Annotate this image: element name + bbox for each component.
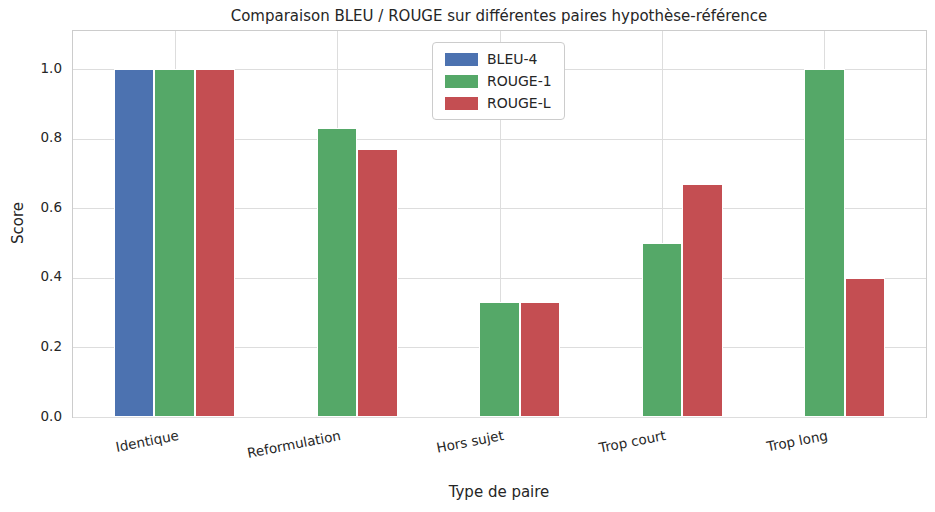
bar-rouge-l-identique (195, 69, 236, 417)
legend-label: ROUGE-1 (487, 73, 552, 89)
legend-label: ROUGE-L (487, 95, 551, 111)
legend: BLEU-4 ROUGE-1 ROUGE-L (432, 42, 565, 120)
bar-rouge-1-hors-sujet (479, 302, 520, 417)
legend-item-rouge-l: ROUGE-L (445, 95, 552, 111)
gridline-horizontal (73, 417, 926, 418)
legend-item-rouge-1: ROUGE-1 (445, 73, 552, 89)
y-tick-label: 0.2 (16, 338, 62, 355)
chart-title: Comparaison BLEU / ROUGE sur différentes… (231, 7, 768, 25)
x-tick-label: Hors sujet (335, 427, 505, 475)
bar-bleu-4-identique (114, 69, 155, 417)
x-tick-label: Trop court (497, 427, 667, 475)
bar-rouge-l-trop-court (682, 184, 723, 417)
y-tick-label: 0.8 (16, 129, 62, 146)
legend-swatch-icon (445, 97, 478, 110)
bar-rouge-l-reformulation (357, 149, 398, 417)
figure: Comparaison BLEU / ROUGE sur différentes… (0, 0, 935, 512)
bar-rouge-1-identique (154, 69, 195, 417)
bar-rouge-1-trop-long (804, 69, 845, 417)
y-tick-label: 1.0 (16, 60, 62, 77)
y-tick-label: 0.0 (16, 408, 62, 425)
x-axis-label: Type de paire (449, 483, 550, 501)
bar-rouge-1-reformulation (317, 128, 358, 417)
x-tick-label: Identique (10, 427, 180, 475)
x-tick-label: Reformulation (172, 427, 342, 475)
legend-swatch-icon (445, 75, 478, 88)
legend-swatch-icon (445, 53, 478, 66)
y-tick-label: 0.4 (16, 268, 62, 285)
bar-rouge-1-trop-court (642, 243, 683, 417)
legend-label: BLEU-4 (487, 51, 537, 67)
legend-item-bleu-4: BLEU-4 (445, 51, 552, 67)
bar-rouge-l-hors-sujet (520, 302, 561, 417)
bar-rouge-l-trop-long (845, 278, 886, 417)
x-tick-label: Trop long (660, 427, 830, 475)
y-tick-label: 0.6 (16, 199, 62, 216)
